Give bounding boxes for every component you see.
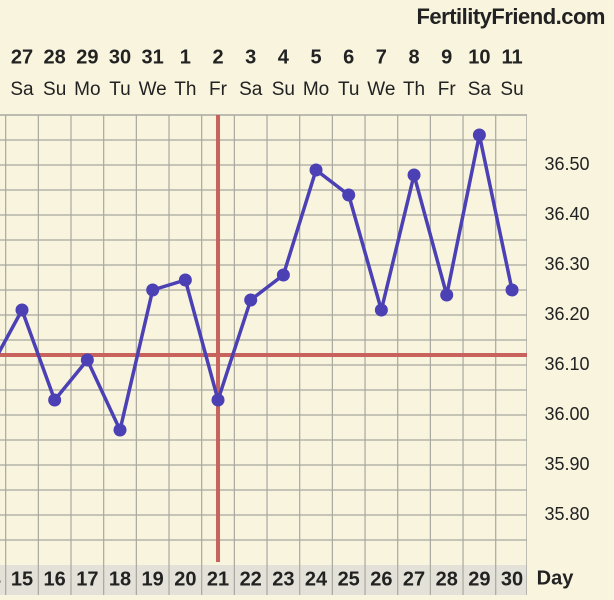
- x-axis-label: Day: [537, 567, 575, 589]
- y-tick-label: 36.40: [544, 204, 589, 224]
- date-label: 2: [212, 46, 223, 68]
- weekday-label: Mo: [74, 79, 100, 100]
- day-label: 25: [338, 568, 360, 590]
- date-label: 11: [501, 46, 522, 68]
- weekday-label: Th: [403, 79, 425, 100]
- weekday-label: Sa: [468, 79, 492, 100]
- day-label: 17: [76, 568, 98, 590]
- data-point: [178, 273, 192, 287]
- y-tick-label: 36.20: [544, 304, 589, 324]
- day-label: 27: [403, 568, 425, 590]
- data-point: [276, 268, 290, 282]
- data-point: [146, 283, 160, 297]
- date-label: 9: [441, 46, 452, 68]
- weekday-label: Sa: [10, 79, 34, 100]
- day-label: 26: [370, 568, 392, 590]
- y-tick-label: 36.00: [544, 404, 589, 424]
- weekday-label: Fr: [209, 79, 228, 100]
- data-point: [505, 283, 519, 297]
- date-label: 29: [76, 46, 98, 68]
- weekday-label: Su: [272, 79, 295, 100]
- y-tick-label: 36.50: [544, 154, 589, 174]
- date-label: 10: [468, 46, 490, 68]
- day-label: 21: [207, 568, 229, 590]
- date-label: 31: [142, 46, 164, 68]
- date-label: 6: [343, 46, 354, 68]
- data-point: [374, 303, 388, 317]
- date-label: 27: [11, 46, 33, 68]
- day-label: 19: [142, 568, 164, 590]
- day-label: 22: [240, 568, 262, 590]
- weekday-label: Su: [43, 79, 66, 100]
- date-label: 8: [408, 46, 419, 68]
- weekday-label: Th: [174, 79, 196, 100]
- data-point: [113, 423, 127, 437]
- day-label: 15: [11, 568, 33, 590]
- day-label: 18: [109, 568, 131, 590]
- date-label: 4: [278, 46, 290, 68]
- day-label: 24: [305, 568, 328, 590]
- weekday-label: Sa: [239, 79, 263, 100]
- data-point: [407, 168, 421, 182]
- day-label: 29: [468, 568, 490, 590]
- weekday-label: Tu: [109, 79, 130, 100]
- data-point: [48, 393, 62, 407]
- weekday-label: Su: [500, 79, 523, 100]
- day-label: 30: [501, 568, 523, 590]
- day-label: 20: [174, 568, 196, 590]
- date-label: 28: [44, 46, 66, 68]
- weekday-label: Mo: [303, 79, 329, 100]
- day-label: 23: [272, 568, 294, 590]
- y-tick-label: 35.90: [544, 454, 589, 474]
- date-label: 5: [310, 46, 321, 68]
- day-label: 16: [44, 568, 66, 590]
- y-tick-label: 36.10: [544, 354, 589, 374]
- chart-title: FertilityFriend.com: [416, 4, 605, 29]
- data-point: [211, 393, 225, 407]
- weekday-label: We: [139, 79, 167, 100]
- weekday-label: Tu: [338, 79, 359, 100]
- date-label: 30: [109, 46, 131, 68]
- data-point: [15, 303, 29, 317]
- y-tick-label: 36.30: [544, 254, 589, 274]
- data-point: [244, 293, 258, 307]
- day-row-bg: [0, 565, 527, 595]
- weekday-label: We: [367, 79, 395, 100]
- date-label: 3: [245, 46, 256, 68]
- date-label: 1: [180, 46, 191, 68]
- data-point: [342, 188, 356, 202]
- y-tick-label: 35.80: [544, 504, 589, 524]
- data-point: [309, 163, 323, 177]
- day-label: 28: [436, 568, 458, 590]
- data-point: [472, 128, 486, 142]
- data-point: [80, 353, 94, 367]
- weekday-label: Fr: [438, 79, 457, 100]
- data-point: [440, 288, 454, 302]
- date-label: 7: [376, 46, 387, 68]
